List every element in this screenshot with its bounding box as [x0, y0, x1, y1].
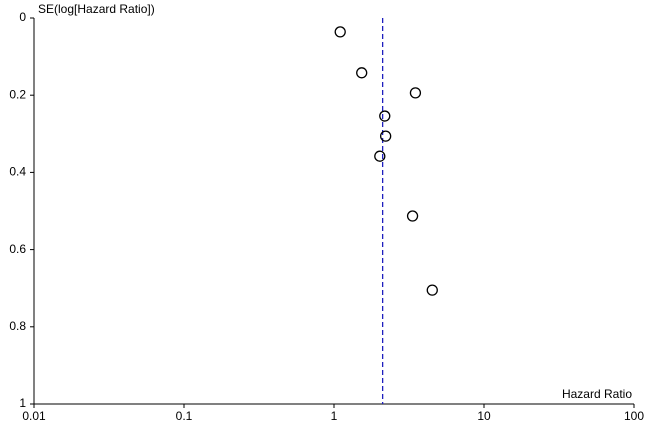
point — [334, 26, 346, 38]
point — [409, 87, 422, 99]
y-tick-label: 0 — [19, 10, 26, 24]
point — [380, 130, 392, 142]
x-tick-label: 0.01 — [22, 409, 46, 423]
x-tick-label: 0.1 — [176, 409, 193, 423]
point — [356, 67, 368, 79]
y-axis-label: SE(log[Hazard Ratio]) — [38, 2, 155, 16]
point — [426, 284, 438, 296]
point — [374, 150, 386, 162]
point — [379, 110, 391, 122]
x-tick-label: 10 — [477, 409, 491, 423]
y-tick-label: 0.2 — [9, 87, 26, 101]
y-tick-label: 0.6 — [9, 242, 26, 256]
x-tick-label: 1 — [331, 409, 338, 423]
y-tick-label: 0.8 — [9, 319, 26, 333]
x-tick-label: 100 — [624, 409, 644, 423]
y-tick-label: 0.4 — [9, 165, 26, 179]
x-axis-label: Hazard Ratio — [562, 387, 632, 401]
y-tick-label: 1 — [19, 396, 26, 410]
point — [406, 210, 419, 222]
